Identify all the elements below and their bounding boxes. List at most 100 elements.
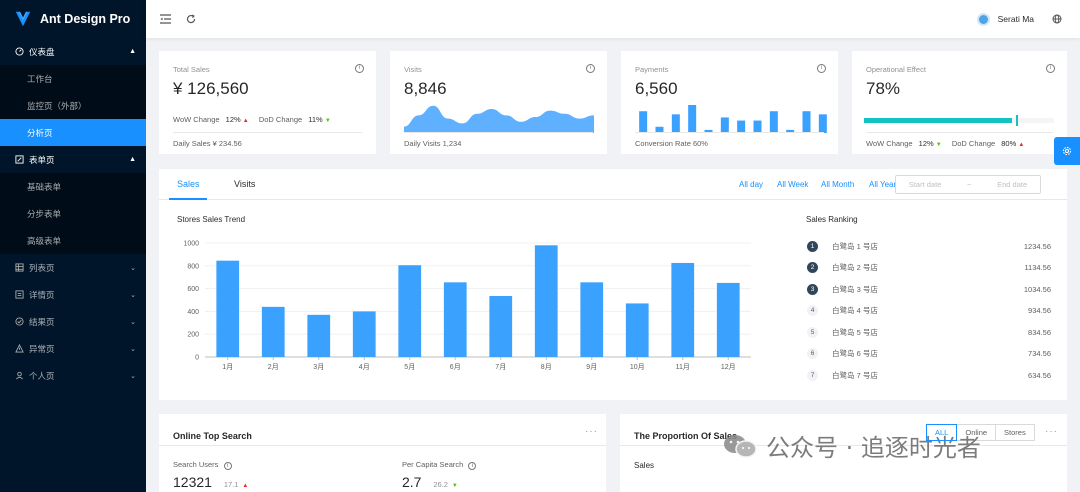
watermark-text: 公众号 · 追逐时光者 <box>766 434 981 462</box>
info-icon[interactable]: i <box>355 64 364 73</box>
range-all-week[interactable]: All Week <box>777 180 809 189</box>
sales-bar[interactable] <box>534 245 558 357</box>
payment-bar <box>704 129 713 133</box>
info-icon[interactable]: i <box>1046 64 1055 73</box>
info-icon[interactable]: i <box>817 64 826 73</box>
store-sales-value: 1234.56 <box>1023 241 1051 251</box>
search-users-label: Search Users i <box>173 460 232 470</box>
sales-bar[interactable] <box>216 260 240 357</box>
caret-up-icon: ▲ <box>1018 142 1025 148</box>
divider <box>159 445 606 446</box>
menu-label: 异常页 <box>29 343 55 354</box>
range-all-year[interactable]: All Year <box>869 180 897 189</box>
stat-footer: Daily Sales ¥ 234.56 <box>173 132 362 148</box>
menu-list[interactable]: 列表页 ⌄ <box>0 254 146 281</box>
sidebar-item-advanced-form[interactable]: 高级表单 <box>27 235 62 246</box>
ranking-item: 3 白鹭岛 3 号店 1034.56 <box>807 283 1051 295</box>
chevron-down-icon: ⌄ <box>130 318 136 326</box>
sales-bar[interactable] <box>398 265 422 357</box>
info-icon[interactable]: i <box>468 462 477 470</box>
rank-number: 4 <box>807 305 818 316</box>
sales-bar[interactable] <box>716 282 740 357</box>
ranking-item: 7 白鹭岛 7 号店 634.56 <box>807 369 1051 381</box>
menu-label: 列表页 <box>29 262 55 273</box>
store-name: 白鹭岛 1 号店 <box>832 241 878 251</box>
payment-bar <box>737 120 746 133</box>
sidebar-item-monitor[interactable]: 监控页（外部） <box>27 100 87 111</box>
y-tick-label: 0 <box>195 355 199 362</box>
dod-value: 11% <box>308 115 323 124</box>
tab-sales[interactable]: Sales <box>177 179 200 189</box>
stat-title: Total Sales <box>173 65 210 74</box>
x-tick-label: 12月 <box>721 363 736 371</box>
dashboard-icon <box>14 47 24 57</box>
sidebar-item-basic-form[interactable]: 基础表单 <box>27 181 62 192</box>
card-title: The Proportion Of Sales <box>634 431 738 441</box>
settings-drawer-button[interactable] <box>1054 137 1080 165</box>
more-icon[interactable]: ··· <box>1045 426 1058 437</box>
date-range-picker[interactable]: Start date ~ End date <box>895 175 1041 194</box>
menu-form[interactable]: 表单页 ▲ <box>0 146 146 173</box>
info-icon[interactable]: i <box>223 462 232 470</box>
info-icon[interactable]: i <box>586 64 595 73</box>
start-date-input[interactable]: Start date <box>908 180 942 189</box>
logo-icon <box>15 11 31 27</box>
stat-footer: Conversion Rate 60% <box>635 132 824 148</box>
payment-bar <box>818 114 827 133</box>
toggle-all[interactable]: ALL <box>926 424 958 441</box>
range-all-day[interactable]: All day <box>739 180 764 189</box>
stat-value: 8,846 <box>404 79 447 98</box>
sales-bar[interactable] <box>671 262 695 357</box>
app-logo[interactable]: Ant Design Pro <box>0 0 146 38</box>
wow-value: 12% <box>225 115 241 124</box>
warning-icon <box>14 344 24 354</box>
x-tick-label: 3月 <box>313 363 324 371</box>
x-tick-label: 11月 <box>676 363 690 371</box>
sidebar-item-workplace[interactable]: 工作台 <box>27 73 53 84</box>
menu-dashboard[interactable]: 仪表盘 ▲ <box>0 38 146 65</box>
globe-icon[interactable] <box>1050 12 1064 26</box>
sidebar-item-step-form[interactable]: 分步表单 <box>27 208 62 219</box>
stat-title: Payments <box>635 65 669 74</box>
sales-bar[interactable] <box>261 306 285 357</box>
rank-number: 2 <box>807 262 818 273</box>
menu-profile[interactable]: 详情页 ⌄ <box>0 281 146 308</box>
menu-fold-icon[interactable] <box>158 12 172 26</box>
sales-bar[interactable] <box>489 296 513 357</box>
user-name[interactable]: Serati Ma <box>997 14 1034 24</box>
x-tick-label: 2月 <box>268 363 279 371</box>
gear-icon <box>1062 146 1072 156</box>
sales-bar[interactable] <box>443 282 467 357</box>
ranking-item: 1 白鹭岛 1 号店 1234.56 <box>807 240 1051 252</box>
caret-up-icon: ▲ <box>242 483 249 489</box>
chevron-down-icon: ⌄ <box>130 345 136 353</box>
menu-result[interactable]: 结果页 ⌄ <box>0 308 146 335</box>
store-sales-value: 734.56 <box>1028 349 1051 358</box>
y-tick-label: 200 <box>187 332 199 339</box>
sidebar-item-analysis[interactable]: 分析页 <box>0 119 146 146</box>
store-sales-value: 634.56 <box>1028 370 1051 380</box>
sales-tabs: Sales Visits All day All Week All Month … <box>159 169 1067 200</box>
store-name: 白鹭岛 2 号店 <box>832 263 878 272</box>
sales-bar[interactable] <box>580 282 604 357</box>
payment-bar <box>639 111 648 133</box>
menu-account[interactable]: 个人页 ⌄ <box>0 362 146 389</box>
sales-bar[interactable] <box>625 303 649 357</box>
form-icon <box>14 155 24 165</box>
reload-icon[interactable] <box>184 12 198 26</box>
end-date-input[interactable]: End date <box>997 180 1028 189</box>
payment-bar <box>753 120 762 133</box>
menu-exception[interactable]: 异常页 ⌄ <box>0 335 146 362</box>
avatar[interactable] <box>976 12 990 26</box>
more-icon[interactable]: ··· <box>585 426 598 437</box>
payment-bar <box>769 111 778 133</box>
range-all-month[interactable]: All Month <box>821 180 855 189</box>
date-separator: ~ <box>967 180 972 189</box>
tab-visits[interactable]: Visits <box>234 179 256 189</box>
sales-bar[interactable] <box>307 314 331 357</box>
online-top-search-card: Online Top Search ··· Search Users i 123… <box>159 414 606 492</box>
sales-bar[interactable] <box>352 311 376 357</box>
per-capita-value: 2.7 26.2 ▼ <box>402 474 458 490</box>
sales-label: Sales <box>634 461 655 470</box>
toggle-stores[interactable]: Stores <box>995 424 1035 441</box>
